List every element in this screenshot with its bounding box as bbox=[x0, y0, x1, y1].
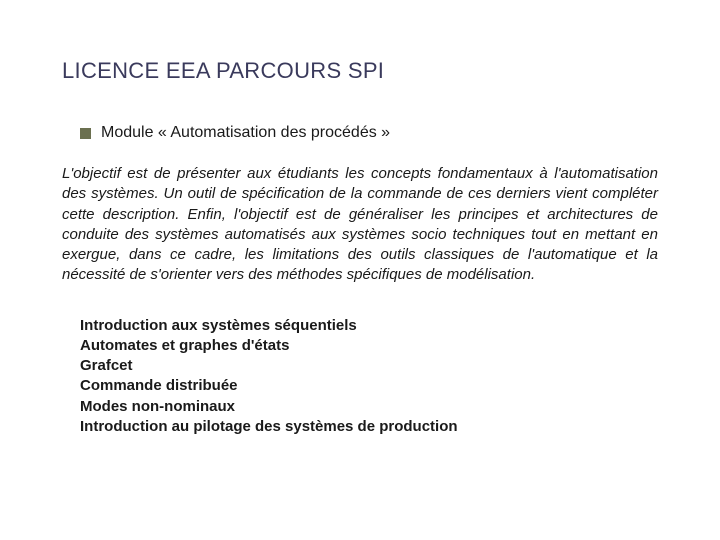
topic-item: Introduction au pilotage des systèmes de… bbox=[80, 417, 658, 437]
topic-item: Automates et graphes d'états bbox=[80, 336, 658, 356]
module-label: Module « Automatisation des procédés » bbox=[101, 124, 390, 142]
topic-item: Commande distribuée bbox=[80, 376, 658, 396]
body-paragraph: L'objectif est de présenter aux étudiant… bbox=[62, 164, 658, 286]
module-heading: Module « Automatisation des procédés » bbox=[80, 124, 658, 142]
topic-item: Modes non-nominaux bbox=[80, 397, 658, 417]
topic-item: Introduction aux systèmes séquentiels bbox=[80, 316, 658, 336]
topic-item: Grafcet bbox=[80, 356, 658, 376]
slide: LICENCE EEA PARCOURS SPI Module « Automa… bbox=[0, 0, 720, 540]
topics-list: Introduction aux systèmes séquentiels Au… bbox=[80, 316, 658, 438]
slide-title: LICENCE EEA PARCOURS SPI bbox=[62, 58, 658, 84]
square-bullet-icon bbox=[80, 128, 91, 139]
